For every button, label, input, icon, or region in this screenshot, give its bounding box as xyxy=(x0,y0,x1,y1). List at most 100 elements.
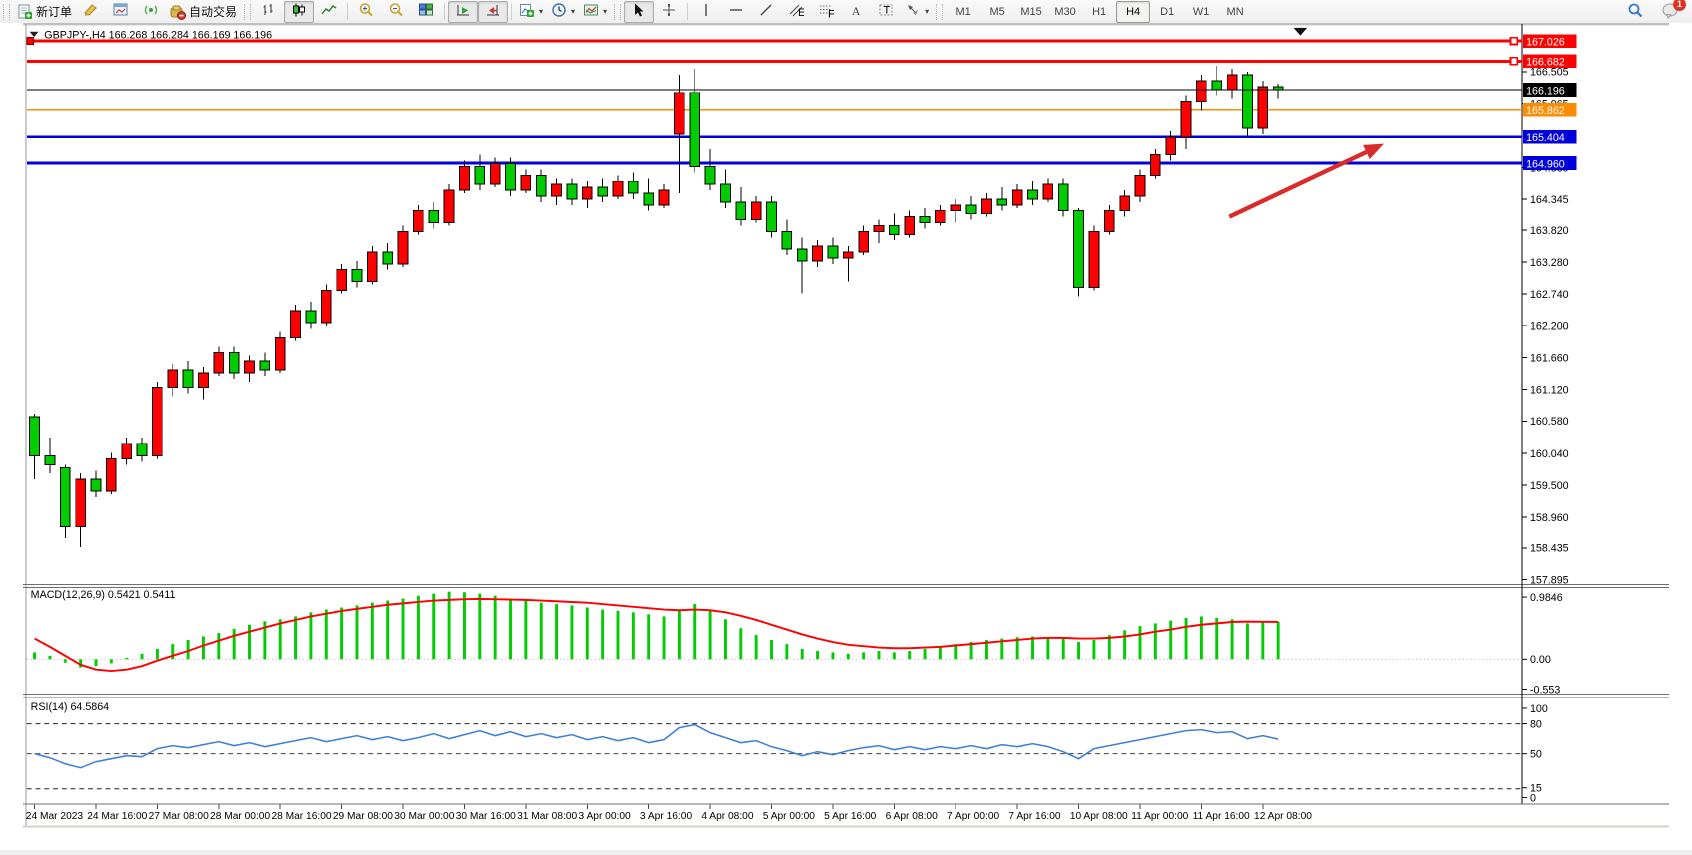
svg-text:161.660: 161.660 xyxy=(1530,353,1569,365)
zoom-in-button[interactable] xyxy=(351,1,381,23)
cursor-tool-button[interactable] xyxy=(624,0,655,23)
candle xyxy=(996,198,1008,206)
chart-title: GBPJPY-,H4 166.268 166.284 166.169 166.1… xyxy=(44,30,272,42)
svg-text:165.404: 165.404 xyxy=(1526,132,1565,144)
svg-text:162.740: 162.740 xyxy=(1530,289,1569,301)
svg-text:157.895: 157.895 xyxy=(1530,575,1569,587)
svg-text:161.120: 161.120 xyxy=(1530,384,1569,396)
text-tool-button[interactable]: A xyxy=(841,1,871,23)
highlighter-icon xyxy=(83,2,99,21)
svg-text:159.500: 159.500 xyxy=(1530,480,1569,492)
trend-arrow-object[interactable] xyxy=(1228,143,1385,219)
fibonacci-tool-button[interactable]: F xyxy=(811,1,841,23)
price-axis-badges: 167.026 166.682 166.196 165.862 165.404 164.9… xyxy=(1523,34,1577,170)
timeframe-m15-button[interactable]: M15 xyxy=(1020,5,1042,18)
channel-icon: E xyxy=(788,2,805,21)
notifications-button[interactable]: 1 xyxy=(1656,0,1686,23)
periods-button[interactable]: ▾ xyxy=(547,1,579,23)
candle xyxy=(305,310,317,324)
candle xyxy=(428,210,440,224)
candlestick-mode-button[interactable] xyxy=(284,0,315,23)
arrows-tool-button[interactable]: ▾ xyxy=(901,1,933,23)
signals-button[interactable] xyxy=(136,1,166,23)
macd-indicator-pane: 0.9846 0.00 -0.553 xyxy=(26,591,1563,696)
add-indicator-icon xyxy=(519,2,535,21)
chart-canvas[interactable]: 166.505165.965164.885164.345163.820163.2… xyxy=(0,23,1692,850)
timeframe-w1-button[interactable]: W1 xyxy=(1192,5,1210,18)
add-indicator-button[interactable]: ▾ xyxy=(515,1,547,23)
candle xyxy=(59,466,71,527)
timeframe-m30-button[interactable]: M30 xyxy=(1054,5,1076,18)
svg-text:100: 100 xyxy=(1530,703,1548,715)
cursor-icon xyxy=(631,2,647,21)
time-label: 11 Apr 00:00 xyxy=(1131,811,1188,822)
svg-text:166.196: 166.196 xyxy=(1526,85,1565,97)
time-label: 30 Mar 16:00 xyxy=(456,811,516,822)
vertical-line-tool-button[interactable] xyxy=(691,1,721,23)
candle xyxy=(1011,189,1023,206)
symbol-dropdown-icon[interactable] xyxy=(29,31,39,38)
candle xyxy=(704,166,716,185)
trendline-icon xyxy=(758,2,774,21)
bar-chart-mode-button[interactable] xyxy=(254,1,284,23)
candle xyxy=(1027,189,1038,200)
auto-scroll-icon xyxy=(455,2,471,21)
horizontal-line-tool-button[interactable] xyxy=(721,1,751,23)
candle xyxy=(443,189,455,224)
auto-trading-icon xyxy=(170,4,187,20)
horizontal-line-icon xyxy=(728,2,744,21)
equidistant-channel-tool-button[interactable]: E xyxy=(781,1,811,23)
timeframe-mn-button[interactable]: MN xyxy=(1226,5,1244,18)
chart-shift-button[interactable] xyxy=(478,0,509,23)
time-label: 7 Apr 16:00 xyxy=(1008,811,1061,822)
time-label: 24 Mar 2023 xyxy=(26,811,84,822)
zoom-out-button[interactable] xyxy=(381,1,411,23)
svg-text:-0.553: -0.553 xyxy=(1530,684,1560,696)
time-label: 5 Apr 00:00 xyxy=(763,811,816,822)
candle xyxy=(1103,210,1115,232)
auto-scroll-button[interactable] xyxy=(448,0,479,23)
candle xyxy=(413,210,424,232)
chevron-down-icon: ▾ xyxy=(925,7,930,16)
crosshair-tool-button[interactable] xyxy=(654,1,684,23)
candle xyxy=(842,251,854,259)
templates-button[interactable]: ▾ xyxy=(579,1,611,23)
candle xyxy=(397,230,409,265)
timeframe-h4-button[interactable]: H4 xyxy=(1116,0,1151,23)
fibonacci-icon: F xyxy=(818,2,835,21)
svg-text:0.00: 0.00 xyxy=(1530,654,1551,666)
toolbar-grip[interactable] xyxy=(614,3,622,20)
time-label: 27 Mar 08:00 xyxy=(149,811,209,822)
tile-windows-button[interactable] xyxy=(411,1,441,23)
candle xyxy=(29,416,40,457)
chart-window[interactable]: 166.505165.965164.885164.345163.820163.2… xyxy=(0,23,1692,850)
search-icon xyxy=(1627,2,1644,22)
svg-text:164.345: 164.345 xyxy=(1530,194,1569,206)
auto-trading-button[interactable]: 自动交易 xyxy=(166,1,241,23)
svg-text:0.9846: 0.9846 xyxy=(1530,592,1563,604)
timeframe-m1-button[interactable]: M1 xyxy=(955,5,971,18)
line-chart-mode-button[interactable] xyxy=(314,1,344,23)
horizontal-line-objects[interactable] xyxy=(26,36,1523,165)
search-button[interactable] xyxy=(1620,1,1650,23)
toolbar-grip[interactable] xyxy=(3,3,10,20)
new-order-button[interactable]: 新订单 xyxy=(13,1,76,23)
toolbar-grip[interactable] xyxy=(244,3,252,20)
timeframe-m5-button[interactable]: M5 xyxy=(989,5,1005,18)
timeframe-d1-button[interactable]: D1 xyxy=(1160,5,1175,18)
trendline-tool-button[interactable] xyxy=(751,1,781,23)
time-label: 28 Mar 16:00 xyxy=(271,811,331,822)
styler-button[interactable] xyxy=(76,1,106,23)
svg-text:160.040: 160.040 xyxy=(1530,448,1569,460)
svg-text:164.960: 164.960 xyxy=(1526,158,1565,170)
timeframe-h1-button[interactable]: H1 xyxy=(1092,5,1107,18)
text-label-tool-button[interactable]: T xyxy=(871,1,901,23)
candle xyxy=(44,455,56,465)
time-label: 7 Apr 00:00 xyxy=(947,811,1000,822)
chart-window-button[interactable] xyxy=(106,1,136,23)
shapes-icon xyxy=(905,2,921,21)
candle xyxy=(121,443,133,459)
crosshair-icon xyxy=(661,2,677,21)
toolbar-separator xyxy=(444,3,446,20)
toolbar-grip[interactable] xyxy=(936,3,944,20)
